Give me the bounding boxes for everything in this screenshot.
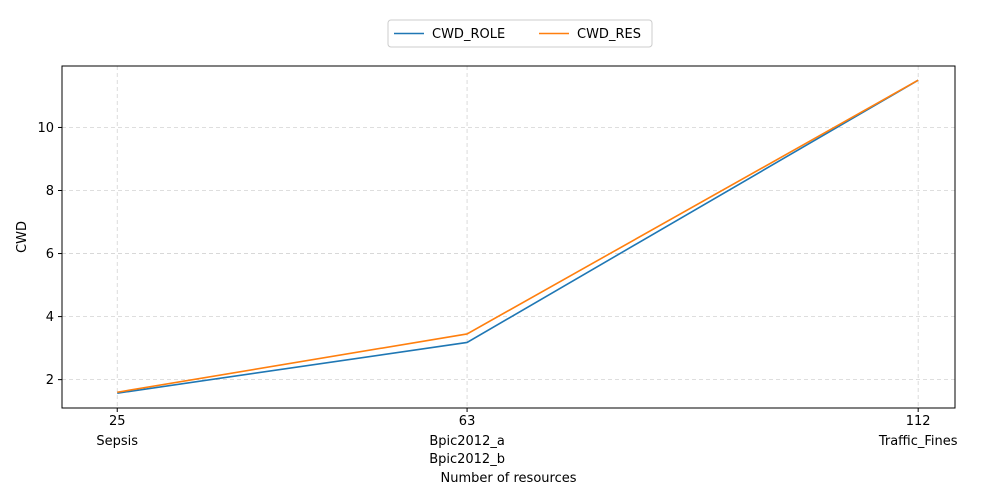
legend: CWD_ROLE CWD_RES [387, 19, 653, 48]
legend-box [387, 19, 653, 48]
y-tick-label: 8 [46, 184, 54, 199]
x-tick-label: 63 [459, 414, 476, 429]
x-tick-dataset-label: Traffic_Fines [878, 434, 958, 449]
series-lines [117, 79, 919, 394]
x-tick-label: 112 [906, 414, 931, 429]
series-line-cwd-res [117, 79, 919, 394]
x-tick-dataset-label: Sepsis [96, 434, 138, 449]
legend-label: CWD_RES [577, 27, 641, 42]
series-line-cwd-role [117, 79, 919, 394]
x-tick-dataset-label: Bpic2012_a [429, 434, 504, 449]
y-axis-label: CWD [15, 221, 30, 253]
x-axis-ticks: 25 Sepsis 63 Bpic2012_a Bpic2012_b 112 Traffic… [96, 408, 958, 467]
x-axis-label: Number of resources [440, 471, 576, 486]
y-axis-ticks: 2 4 6 8 10 [37, 121, 62, 388]
y-tick-label: 4 [46, 310, 54, 325]
y-tick-label: 10 [37, 121, 54, 136]
y-tick-label: 2 [46, 373, 54, 388]
y-tick-label: 6 [46, 247, 54, 262]
plot-area-frame [61, 65, 956, 409]
x-tick-label: 25 [109, 414, 126, 429]
legend-label: CWD_ROLE [432, 27, 505, 42]
x-tick-dataset-label: Bpic2012_b [429, 452, 505, 467]
